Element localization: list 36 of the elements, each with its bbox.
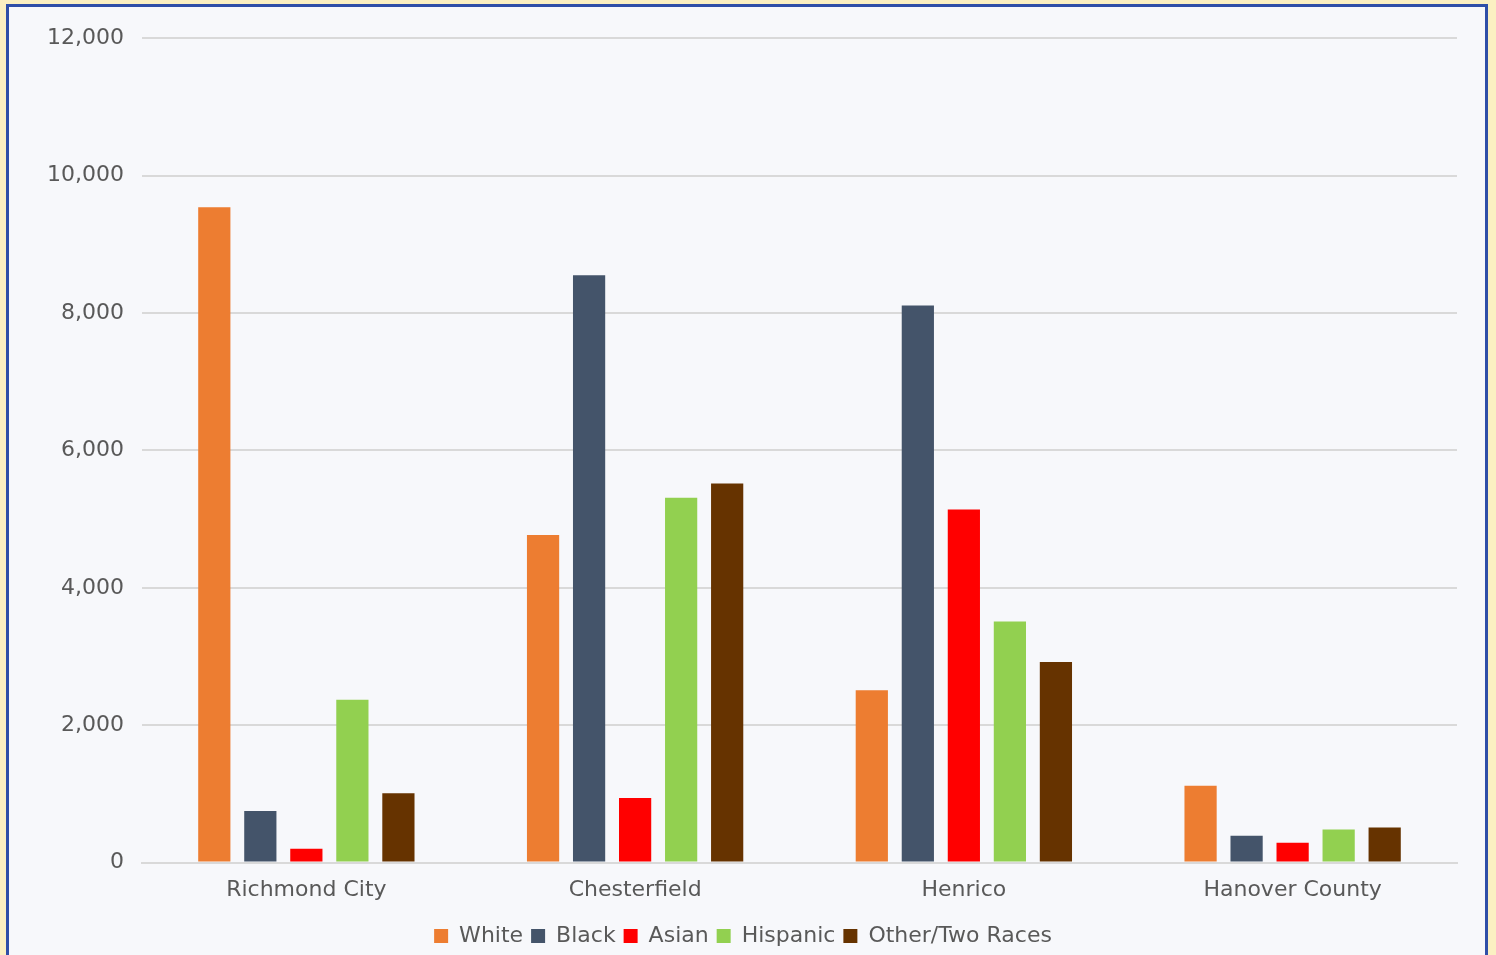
legend-label: Black <box>556 921 616 947</box>
bar <box>1184 785 1217 862</box>
y-tick-label: 2,000 <box>60 710 124 736</box>
bar <box>382 793 415 862</box>
y-tick-label: 8,000 <box>60 298 124 324</box>
bar <box>1368 827 1401 862</box>
legend-label: White <box>459 921 524 947</box>
bar <box>572 275 606 862</box>
bar <box>1230 835 1263 862</box>
bar <box>526 534 560 862</box>
bar <box>336 699 369 862</box>
bar <box>1322 829 1355 862</box>
y-tick-label: 10,000 <box>46 161 124 187</box>
x-tick-label: Henrico <box>921 875 1007 901</box>
bar <box>711 483 744 862</box>
y-tick-label: 4,000 <box>60 573 124 599</box>
y-tick-label: 12,000 <box>46 23 124 49</box>
x-tick-label: Richmond City <box>226 875 387 901</box>
bar <box>855 690 888 862</box>
bar <box>993 621 1026 862</box>
y-tick-label: 6,000 <box>60 436 124 462</box>
bar <box>244 811 277 862</box>
y-tick-label: 0 <box>109 848 124 874</box>
legend-label: Asian <box>648 921 709 947</box>
bar <box>947 509 980 862</box>
legend-label: Hispanic <box>741 921 836 947</box>
bar <box>665 497 698 862</box>
bar <box>901 305 934 862</box>
bar <box>290 848 323 862</box>
x-tick-label: Hanover County <box>1203 875 1382 901</box>
bar <box>198 207 231 862</box>
bar <box>1276 842 1309 862</box>
bar <box>619 798 652 862</box>
bar <box>1039 662 1073 862</box>
x-tick-label: Chesterfield <box>568 875 702 901</box>
legend-label: Other/Two Races <box>868 921 1052 947</box>
